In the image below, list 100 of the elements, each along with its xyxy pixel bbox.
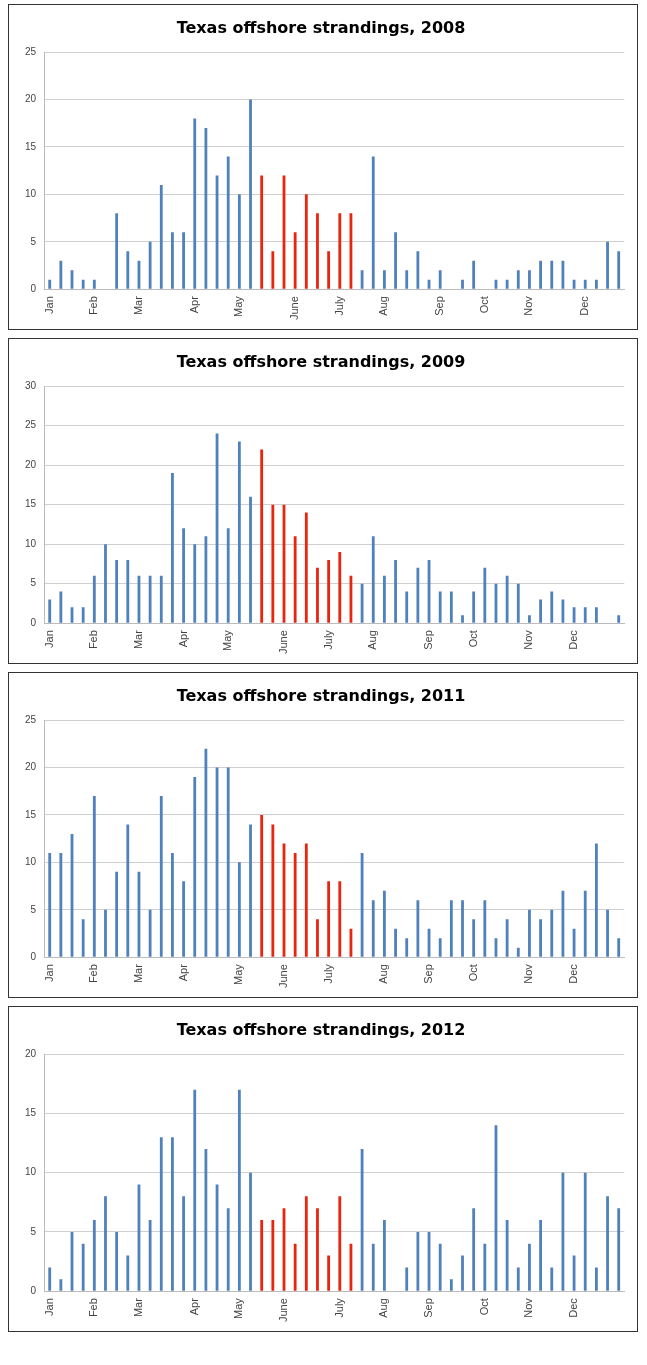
bar <box>327 251 331 289</box>
x-tick-label: Oct <box>477 296 490 314</box>
bar <box>59 591 63 623</box>
x-tick-label: Mar <box>131 963 144 984</box>
x-tick-label: Oct <box>466 630 479 648</box>
bar <box>304 512 308 623</box>
x-tick-label: Apr <box>176 963 189 982</box>
bar <box>438 270 442 289</box>
x-tick-label: May <box>221 629 234 651</box>
y-tick-label: 0 <box>30 616 37 628</box>
bar <box>360 583 364 623</box>
bar <box>193 118 197 289</box>
x-tick-label: Sep <box>422 630 435 650</box>
bar <box>126 251 130 289</box>
x-tick-label: Jan <box>42 630 55 648</box>
bar <box>59 852 63 957</box>
bar <box>271 504 275 623</box>
x-tick-label: June <box>277 964 290 989</box>
bar <box>159 184 163 289</box>
x-tick-label: Jan <box>42 1298 55 1316</box>
bar <box>461 900 464 957</box>
y-tick-label: 10 <box>25 188 37 200</box>
bar <box>126 1255 130 1291</box>
y-tick-label: 15 <box>25 140 37 152</box>
bar <box>237 862 241 957</box>
y-tick-label: 5 <box>30 903 37 915</box>
bar <box>260 449 264 623</box>
bar <box>371 1243 375 1291</box>
y-tick-label: 0 <box>30 950 37 962</box>
x-tick-label: Aug <box>377 1298 390 1318</box>
bar <box>148 241 152 289</box>
chart-title: Texas offshore strandings, 2009 <box>176 351 466 371</box>
bar <box>371 900 375 957</box>
bar <box>249 1172 252 1291</box>
bar <box>438 938 442 957</box>
bar <box>383 890 386 957</box>
bar <box>539 599 543 623</box>
bar <box>81 607 85 623</box>
bar <box>115 871 119 957</box>
bar <box>505 919 509 957</box>
bar <box>360 1148 364 1291</box>
x-tick-label: Nov <box>522 629 535 650</box>
bar <box>104 1196 107 1291</box>
bar <box>237 441 241 623</box>
bar <box>271 824 275 957</box>
chart-title: Texas offshore strandings, 2012 <box>176 1019 466 1039</box>
bar <box>550 1267 554 1291</box>
x-tick-label: Sep <box>422 964 435 984</box>
bar <box>226 767 230 957</box>
bar <box>505 1220 509 1291</box>
y-tick-label: 20 <box>25 1047 37 1059</box>
bar <box>483 900 487 957</box>
bar <box>449 1279 453 1291</box>
bar <box>472 591 476 623</box>
bar <box>193 777 197 957</box>
y-tick-label: 20 <box>25 93 37 105</box>
bar <box>159 796 163 957</box>
bar <box>204 536 208 623</box>
bar <box>338 213 342 289</box>
bar <box>394 232 397 289</box>
bar <box>550 909 554 957</box>
y-tick-label: 10 <box>25 1166 37 1178</box>
bar <box>539 1220 543 1291</box>
x-tick-label: Sep <box>433 296 446 316</box>
x-tick-label: Mar <box>131 629 144 650</box>
x-tick-label: Dec <box>567 1297 580 1318</box>
x-tick-label: June <box>277 630 290 655</box>
bar <box>405 591 409 623</box>
bar <box>260 814 264 957</box>
bar <box>249 496 252 623</box>
y-tick-label: 10 <box>25 856 37 868</box>
x-tick-label: June <box>277 1298 290 1323</box>
y-tick-label: 10 <box>25 537 37 549</box>
bar <box>115 559 119 623</box>
bar <box>617 615 621 623</box>
bar <box>316 919 319 957</box>
bar <box>606 241 609 289</box>
x-tick-label: Apr <box>187 295 200 314</box>
bar <box>338 881 342 957</box>
bar <box>271 1220 275 1291</box>
bar <box>204 128 208 289</box>
y-tick-label: 0 <box>30 282 37 294</box>
bar <box>204 1148 208 1291</box>
bar <box>316 1208 319 1291</box>
bar <box>237 1089 241 1291</box>
bar <box>327 881 331 957</box>
bar <box>316 213 319 289</box>
bar <box>48 852 52 957</box>
bar <box>438 1243 442 1291</box>
x-tick-label: Sep <box>422 1298 435 1318</box>
x-tick-label: Jan <box>42 296 55 314</box>
x-tick-label: Apr <box>176 629 189 648</box>
y-tick-label: 25 <box>25 45 37 57</box>
x-tick-label: Feb <box>87 296 100 316</box>
x-tick-label: July <box>321 629 334 650</box>
bar <box>182 881 185 957</box>
x-tick-label: Aug <box>366 630 379 650</box>
bar <box>483 1243 487 1291</box>
bar <box>516 583 520 623</box>
x-tick-label: Oct <box>477 1298 490 1316</box>
